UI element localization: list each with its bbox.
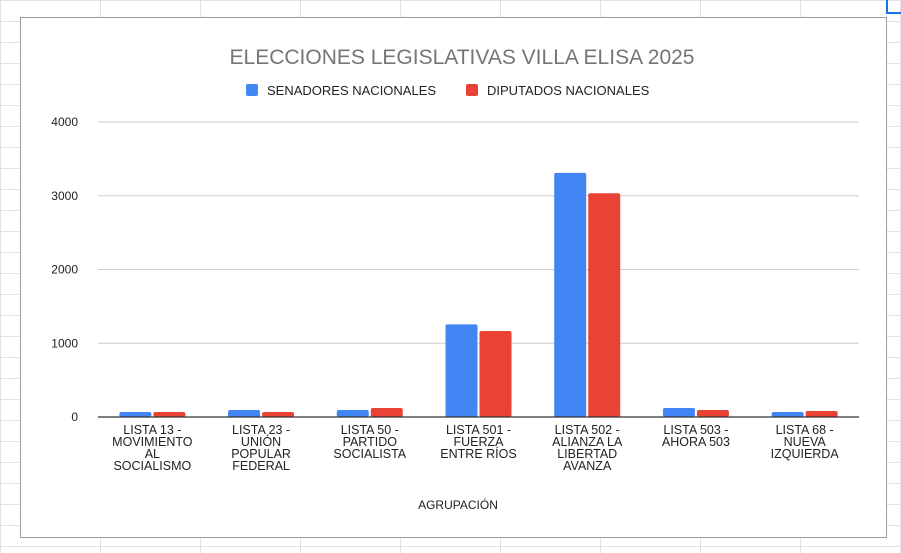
bar[interactable] bbox=[479, 331, 512, 417]
y-tick-label: 2000 bbox=[51, 263, 78, 277]
bar[interactable] bbox=[370, 408, 403, 417]
bar[interactable] bbox=[805, 410, 838, 417]
chart-title: ELECCIONES LEGISLATIVAS VILLA ELISA 2025 bbox=[230, 46, 695, 69]
x-tick-label: LISTA 503 -AHORA 503 bbox=[662, 423, 730, 449]
bar[interactable] bbox=[445, 324, 478, 417]
x-axis-label: AGRUPACIÓN bbox=[418, 497, 498, 512]
y-tick-label: 4000 bbox=[51, 115, 78, 129]
y-tick-label: 0 bbox=[71, 410, 78, 424]
bar[interactable] bbox=[662, 408, 695, 417]
bar[interactable] bbox=[771, 411, 804, 417]
y-tick-label: 1000 bbox=[51, 336, 78, 350]
bar[interactable] bbox=[153, 411, 186, 417]
x-tick-label: LISTA 501 -FUERZA ENTRE RÍOS bbox=[440, 423, 516, 461]
chart-container[interactable]: ELECCIONES LEGISLATIVAS VILLA ELISA 2025… bbox=[20, 17, 887, 538]
x-tick-label: LISTA 23 -UNIÓN POPULAR FEDERAL bbox=[231, 423, 291, 473]
x-tick-label: LISTA 13 -MOVIMIENTO AL SOCIALISMO bbox=[112, 423, 193, 473]
bar[interactable] bbox=[119, 411, 152, 417]
cell-selection-corner bbox=[886, 0, 901, 14]
bar[interactable] bbox=[554, 172, 587, 417]
bar[interactable] bbox=[588, 193, 621, 417]
legend-label: DIPUTADOS NACIONALES bbox=[487, 83, 650, 98]
legend-label: SENADORES NACIONALES bbox=[267, 83, 436, 98]
legend-swatch bbox=[466, 84, 478, 96]
x-tick-label: LISTA 50 -PARTIDO SOCIALISTA bbox=[333, 423, 406, 461]
bar[interactable] bbox=[228, 409, 261, 417]
x-tick-label: LISTA 68 -NUEVA IZQUIERDA bbox=[771, 423, 840, 461]
legend-swatch bbox=[246, 84, 258, 96]
bar[interactable] bbox=[696, 409, 729, 417]
x-tick-label: LISTA 502 -ALIANZA LA LIBERTAD AVANZA bbox=[552, 423, 623, 473]
bar[interactable] bbox=[262, 411, 295, 417]
bar-chart: ELECCIONES LEGISLATIVAS VILLA ELISA 2025… bbox=[51, 46, 859, 512]
bar[interactable] bbox=[336, 409, 369, 417]
y-tick-label: 3000 bbox=[51, 189, 78, 203]
